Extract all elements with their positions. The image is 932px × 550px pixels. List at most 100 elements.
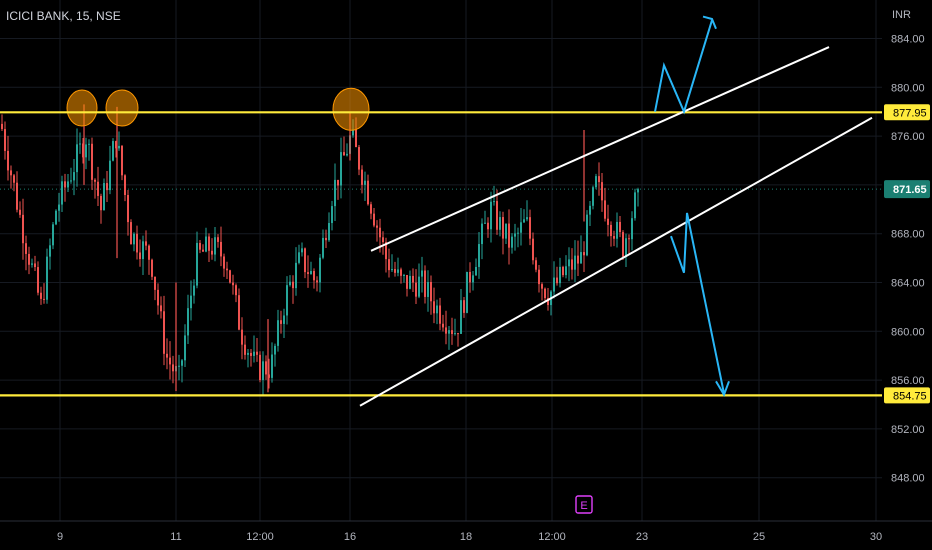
candle-body — [4, 129, 6, 151]
candle-body — [577, 255, 579, 264]
candle-body — [160, 305, 162, 312]
candle-body — [460, 300, 462, 334]
candle-body — [19, 209, 21, 215]
candle-body — [109, 160, 111, 191]
candle-body — [352, 129, 354, 136]
candle-body — [436, 305, 438, 314]
candle-body — [148, 245, 150, 260]
x-tick-label: 9 — [57, 531, 63, 543]
x-tick-label: 30 — [870, 531, 882, 543]
candle-body — [511, 236, 513, 248]
symbol-title[interactable]: ICICI BANK, 15, NSE — [6, 9, 121, 23]
y-tick-label: 864.00 — [891, 278, 925, 290]
y-tick-label: 884.00 — [891, 34, 925, 46]
candle-body — [85, 144, 87, 158]
channel-upper-line[interactable] — [370, 46, 830, 252]
candle-body — [574, 255, 576, 270]
candle-body — [601, 182, 603, 201]
candle-body — [169, 357, 171, 365]
candle-body — [367, 180, 369, 205]
candle-body — [187, 308, 189, 336]
candle-body — [418, 276, 420, 297]
candle-body — [535, 260, 537, 270]
candle-body — [181, 360, 183, 366]
candle-body — [400, 269, 402, 276]
candle-body — [202, 249, 204, 252]
candle-body — [208, 236, 210, 251]
candle-body — [307, 272, 309, 274]
x-tick-label: 12:00 — [538, 531, 566, 543]
candle-body — [79, 143, 81, 145]
candle-body — [58, 204, 60, 211]
candle-body — [544, 288, 546, 299]
candle-body — [271, 354, 273, 378]
projection-down-arrowhead — [715, 380, 730, 398]
candle-body — [283, 315, 285, 324]
candle-body — [385, 242, 387, 260]
candle-body — [463, 300, 465, 313]
candle-body — [46, 256, 48, 300]
candle-body — [133, 233, 135, 245]
candle-body — [37, 267, 39, 293]
candle-body — [403, 274, 405, 276]
candle-body — [514, 233, 516, 237]
candle-body — [445, 327, 447, 334]
x-tick-label: 25 — [753, 531, 765, 543]
candle-body — [358, 147, 360, 170]
projection-up-arrow[interactable] — [654, 19, 713, 115]
candle-body — [505, 223, 507, 239]
level-badge-label: 854.75 — [893, 390, 927, 402]
candle-body — [334, 179, 336, 207]
candle-body — [340, 152, 342, 186]
candle-body — [589, 205, 591, 215]
candle-body — [598, 176, 600, 183]
x-tick-label: 23 — [636, 531, 648, 543]
candle-body — [481, 223, 483, 245]
earnings-marker[interactable] — [575, 495, 593, 514]
candle-body — [163, 311, 165, 354]
candle-body — [154, 276, 156, 290]
candle-body — [139, 252, 141, 260]
candle-body — [394, 269, 396, 273]
candle-body — [43, 298, 45, 300]
candle-body — [328, 223, 330, 241]
highlight-circle — [105, 89, 139, 127]
candle-body — [241, 329, 243, 345]
candle-body — [97, 181, 99, 196]
candle-body — [409, 275, 411, 289]
candle-body — [226, 268, 228, 271]
candle-body — [529, 217, 531, 239]
candle-body — [442, 323, 444, 328]
channel-lower-line[interactable] — [359, 116, 873, 407]
candle-body — [607, 218, 609, 225]
candle-body — [337, 179, 339, 186]
candle-body — [91, 143, 93, 180]
candle-body — [322, 237, 324, 258]
candle-body — [268, 374, 270, 378]
projection-down-arrow[interactable] — [670, 212, 725, 394]
candle-body — [112, 141, 114, 161]
candle-body — [331, 206, 333, 224]
candle-body — [532, 238, 534, 261]
candle-body — [490, 201, 492, 230]
candle-body — [262, 361, 264, 381]
candle-body — [277, 320, 279, 346]
candle-body — [583, 252, 585, 256]
candle-body — [250, 352, 252, 356]
candle-body — [124, 175, 126, 196]
candle-body — [571, 259, 573, 270]
candle-body — [127, 195, 129, 223]
candle-body — [61, 181, 63, 205]
y-tick-label: 880.00 — [891, 82, 925, 94]
candle-body — [484, 222, 486, 224]
candle-body — [478, 244, 480, 267]
candle-body — [520, 222, 522, 233]
candle-body — [67, 181, 69, 188]
candle-body — [382, 237, 384, 243]
candle-body — [178, 365, 180, 367]
y-tick-label: 868.00 — [891, 229, 925, 241]
candle-body — [229, 270, 231, 283]
y-tick-label: 852.00 — [891, 424, 925, 436]
candle-body — [493, 201, 495, 203]
